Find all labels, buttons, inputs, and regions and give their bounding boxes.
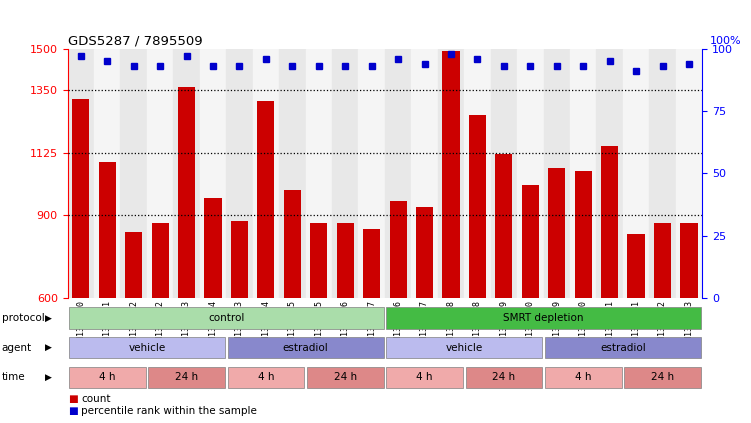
Bar — [69, 337, 225, 358]
Bar — [98, 162, 116, 423]
Text: 24 h: 24 h — [493, 372, 515, 382]
Text: 4 h: 4 h — [258, 372, 274, 382]
Text: vehicle: vehicle — [128, 343, 165, 353]
Bar — [412, 49, 438, 298]
Bar — [654, 223, 671, 423]
Text: agent: agent — [2, 343, 32, 353]
Bar — [69, 367, 146, 388]
Bar — [464, 49, 490, 298]
Text: ■: ■ — [68, 394, 77, 404]
Bar — [466, 367, 542, 388]
Bar — [442, 52, 460, 423]
Bar — [120, 49, 147, 298]
Text: count: count — [81, 394, 110, 404]
Bar — [522, 184, 539, 423]
Bar — [279, 49, 306, 298]
Bar — [650, 49, 676, 298]
Text: percentile rank within the sample: percentile rank within the sample — [81, 406, 257, 416]
Bar — [358, 49, 385, 298]
Bar — [490, 49, 517, 298]
Text: estradiol: estradiol — [282, 343, 328, 353]
Bar — [94, 49, 120, 298]
Bar — [336, 223, 354, 423]
Bar — [228, 337, 384, 358]
Bar — [390, 201, 407, 423]
Text: vehicle: vehicle — [445, 343, 483, 353]
Text: 24 h: 24 h — [175, 372, 198, 382]
Text: time: time — [2, 372, 25, 382]
Bar — [548, 168, 566, 423]
Text: 24 h: 24 h — [651, 372, 674, 382]
Bar — [416, 207, 433, 423]
Text: GDS5287 / 7895509: GDS5287 / 7895509 — [68, 35, 202, 47]
Bar — [306, 49, 332, 298]
Bar — [252, 49, 279, 298]
Bar — [495, 154, 512, 423]
Bar — [623, 49, 650, 298]
Bar — [545, 367, 622, 388]
Bar — [178, 88, 195, 423]
Bar — [386, 308, 701, 329]
Bar — [125, 232, 142, 423]
Text: 4 h: 4 h — [99, 372, 116, 382]
Text: 100%: 100% — [710, 36, 741, 46]
Bar — [284, 190, 301, 423]
Bar — [575, 170, 592, 423]
Text: 24 h: 24 h — [333, 372, 357, 382]
Text: estradiol: estradiol — [600, 343, 646, 353]
Bar — [147, 49, 173, 298]
Bar — [628, 234, 644, 423]
Bar — [385, 49, 412, 298]
Text: 4 h: 4 h — [575, 372, 592, 382]
Bar — [310, 223, 327, 423]
Bar — [386, 337, 542, 358]
Bar — [386, 367, 463, 388]
Bar — [69, 308, 384, 329]
Bar — [680, 223, 698, 423]
Bar — [517, 49, 544, 298]
Bar — [258, 102, 275, 423]
Bar — [545, 337, 701, 358]
Bar — [204, 198, 222, 423]
Text: ▶: ▶ — [45, 373, 53, 382]
Bar — [307, 367, 384, 388]
Text: ▶: ▶ — [45, 313, 53, 323]
Bar — [570, 49, 596, 298]
Bar — [226, 49, 252, 298]
Text: SMRT depletion: SMRT depletion — [503, 313, 584, 323]
Text: control: control — [208, 313, 244, 323]
Bar — [148, 367, 225, 388]
Text: 4 h: 4 h — [416, 372, 433, 382]
Bar — [676, 49, 702, 298]
Bar — [624, 367, 701, 388]
Text: ▶: ▶ — [45, 343, 53, 352]
Bar — [596, 49, 623, 298]
Text: ■: ■ — [68, 406, 77, 416]
Text: protocol: protocol — [2, 313, 44, 323]
Bar — [152, 223, 169, 423]
Bar — [469, 115, 486, 423]
Bar — [544, 49, 570, 298]
Bar — [363, 229, 380, 423]
Bar — [438, 49, 464, 298]
Bar — [231, 220, 248, 423]
Bar — [200, 49, 226, 298]
Bar — [173, 49, 200, 298]
Bar — [601, 146, 618, 423]
Bar — [332, 49, 358, 298]
Bar — [228, 367, 304, 388]
Bar — [72, 99, 89, 423]
Bar — [68, 49, 94, 298]
